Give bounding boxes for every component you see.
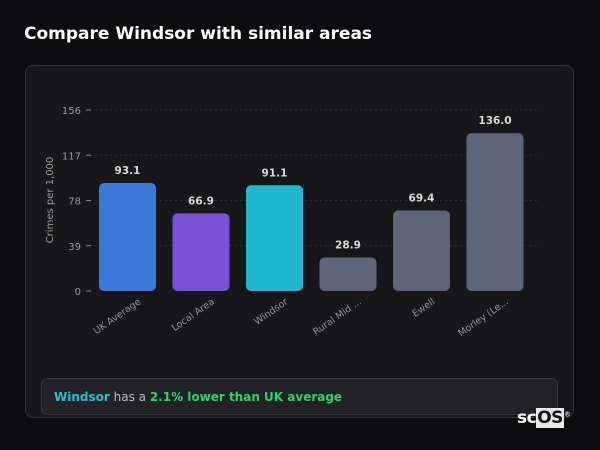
x-tick-label: Local Area [170, 296, 217, 333]
y-tick-label: 0 [75, 287, 81, 298]
y-axis-label: Crimes per 1,000 [45, 157, 56, 244]
bar [172, 213, 230, 291]
y-tick-label: 78 [68, 197, 81, 208]
page-title: Compare Windsor with similar areas [24, 24, 373, 44]
x-tick-label: Windsor [252, 296, 290, 327]
bar-value-label: 91.1 [262, 167, 288, 179]
x-tick-label: Rural Mid ... [311, 296, 364, 337]
bar [99, 182, 156, 291]
summary-area: Windsor [54, 390, 110, 404]
scos-logo: scOS® [517, 408, 571, 428]
bar-value-label: 69.4 [409, 192, 435, 204]
x-tick-label: UK Average [92, 296, 144, 337]
bar-value-label: 28.9 [335, 239, 361, 251]
summary-banner: Windsor has a 2.1% lower than UK average [41, 378, 558, 415]
bar [246, 185, 303, 291]
bar-value-label: 93.1 [115, 165, 141, 177]
bar-value-label: 66.9 [188, 195, 214, 207]
x-tick-label: Ewell [411, 296, 438, 319]
summary-comparison: 2.1% lower than UK average [149, 390, 343, 404]
y-tick-label: 117 [62, 151, 81, 162]
bar [319, 257, 377, 291]
y-tick-label: 39 [68, 242, 81, 253]
summary-text: has a [109, 390, 150, 404]
bar-value-label: 136.0 [478, 115, 511, 127]
x-tick-label: Morley (Le... [456, 296, 510, 339]
y-tick-label: 156 [62, 106, 81, 117]
bar [393, 210, 450, 291]
bar [466, 133, 524, 291]
